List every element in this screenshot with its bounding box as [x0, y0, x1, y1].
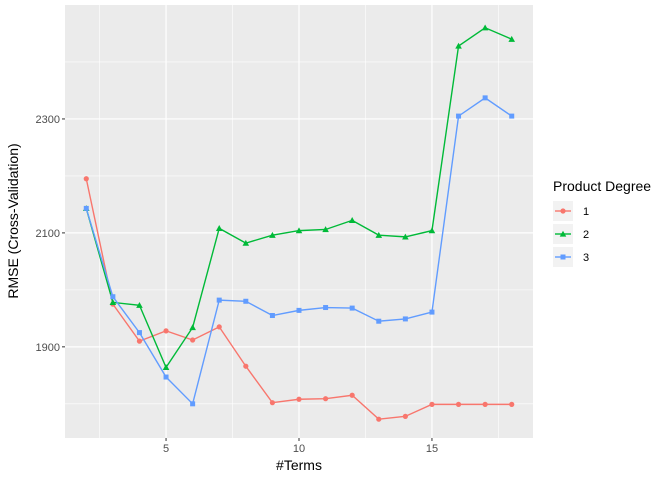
series-2-point: [242, 239, 250, 246]
series-3-point: [136, 330, 142, 336]
y-tick-label: 2100: [36, 228, 60, 240]
series-3-point: [402, 316, 408, 322]
series-1: [83, 176, 515, 422]
series-3-point: [323, 305, 329, 311]
series-1-point: [509, 401, 515, 407]
series-2-point: [215, 225, 223, 231]
y-tick-label: 2300: [36, 114, 60, 126]
series-1-point: [83, 176, 89, 182]
series-2-point: [481, 24, 489, 31]
series-1-point: [163, 328, 169, 334]
series-1-point: [190, 337, 196, 343]
series-3-point: [349, 305, 355, 311]
y-axis-title: RMSE (Cross-Validation): [5, 143, 21, 298]
series-2-point: [402, 233, 409, 240]
series-2-point: [269, 231, 276, 238]
x-axis-title: #Terms: [276, 457, 322, 473]
series-3-point: [190, 401, 196, 407]
series-1-point: [376, 416, 382, 422]
major-gridlines: [65, 5, 533, 438]
series-2-point: [322, 226, 329, 233]
series-1-point: [269, 400, 276, 406]
series-3-point: [243, 298, 249, 304]
legend-label: 2: [583, 229, 589, 241]
series-1-point: [243, 363, 249, 369]
series-2-point: [162, 364, 170, 370]
series-2-point: [136, 301, 143, 308]
legend-label: 3: [583, 252, 589, 264]
legend-key-marker: [559, 230, 567, 237]
series-layer: [82, 24, 516, 422]
series-3-point: [110, 294, 116, 300]
x-tick-label: 5: [163, 443, 169, 455]
series-1-point: [429, 401, 435, 407]
y-axis: 1900 2100 2300: [36, 114, 65, 354]
y-tick-label: 1900: [36, 342, 60, 354]
x-tick-label: 10: [293, 443, 305, 455]
series-2-point: [375, 231, 383, 238]
series-3-point: [163, 374, 169, 380]
series-1-point: [402, 413, 408, 419]
series-2-point: [189, 324, 196, 331]
series-3-point: [296, 307, 302, 313]
series-3-point: [509, 113, 515, 119]
series-1-point: [482, 401, 488, 407]
series-3-point: [482, 95, 488, 101]
series-2-point: [295, 227, 303, 234]
series-1-point: [322, 396, 329, 402]
series-3: [83, 95, 515, 407]
legend-label: 1: [583, 206, 589, 218]
series-3-point: [83, 205, 89, 211]
legend: Product Degree 1 2 3: [553, 178, 651, 267]
series-2-point: [428, 227, 436, 234]
x-axis: 5 10 15: [163, 438, 438, 455]
series-2-point: [508, 35, 516, 42]
series-1-point: [455, 401, 462, 407]
series-1-point: [296, 396, 302, 402]
series-3-point: [216, 297, 222, 303]
series-3-point: [429, 309, 435, 315]
series-1-point: [136, 338, 143, 344]
series-1-point: [349, 392, 355, 398]
series-2-point: [109, 299, 117, 306]
legend-key-marker: [560, 208, 566, 214]
series-3-point: [456, 113, 462, 119]
series-3-point: [376, 318, 382, 324]
series-2-point: [348, 217, 356, 224]
series-2-point: [455, 42, 462, 49]
series-2: [82, 24, 516, 370]
legend-key-marker: [560, 254, 566, 260]
x-tick-label: 15: [426, 443, 438, 455]
series-1-point: [216, 324, 222, 330]
series-3-point: [269, 313, 275, 319]
legend-title: Product Degree: [553, 178, 651, 194]
